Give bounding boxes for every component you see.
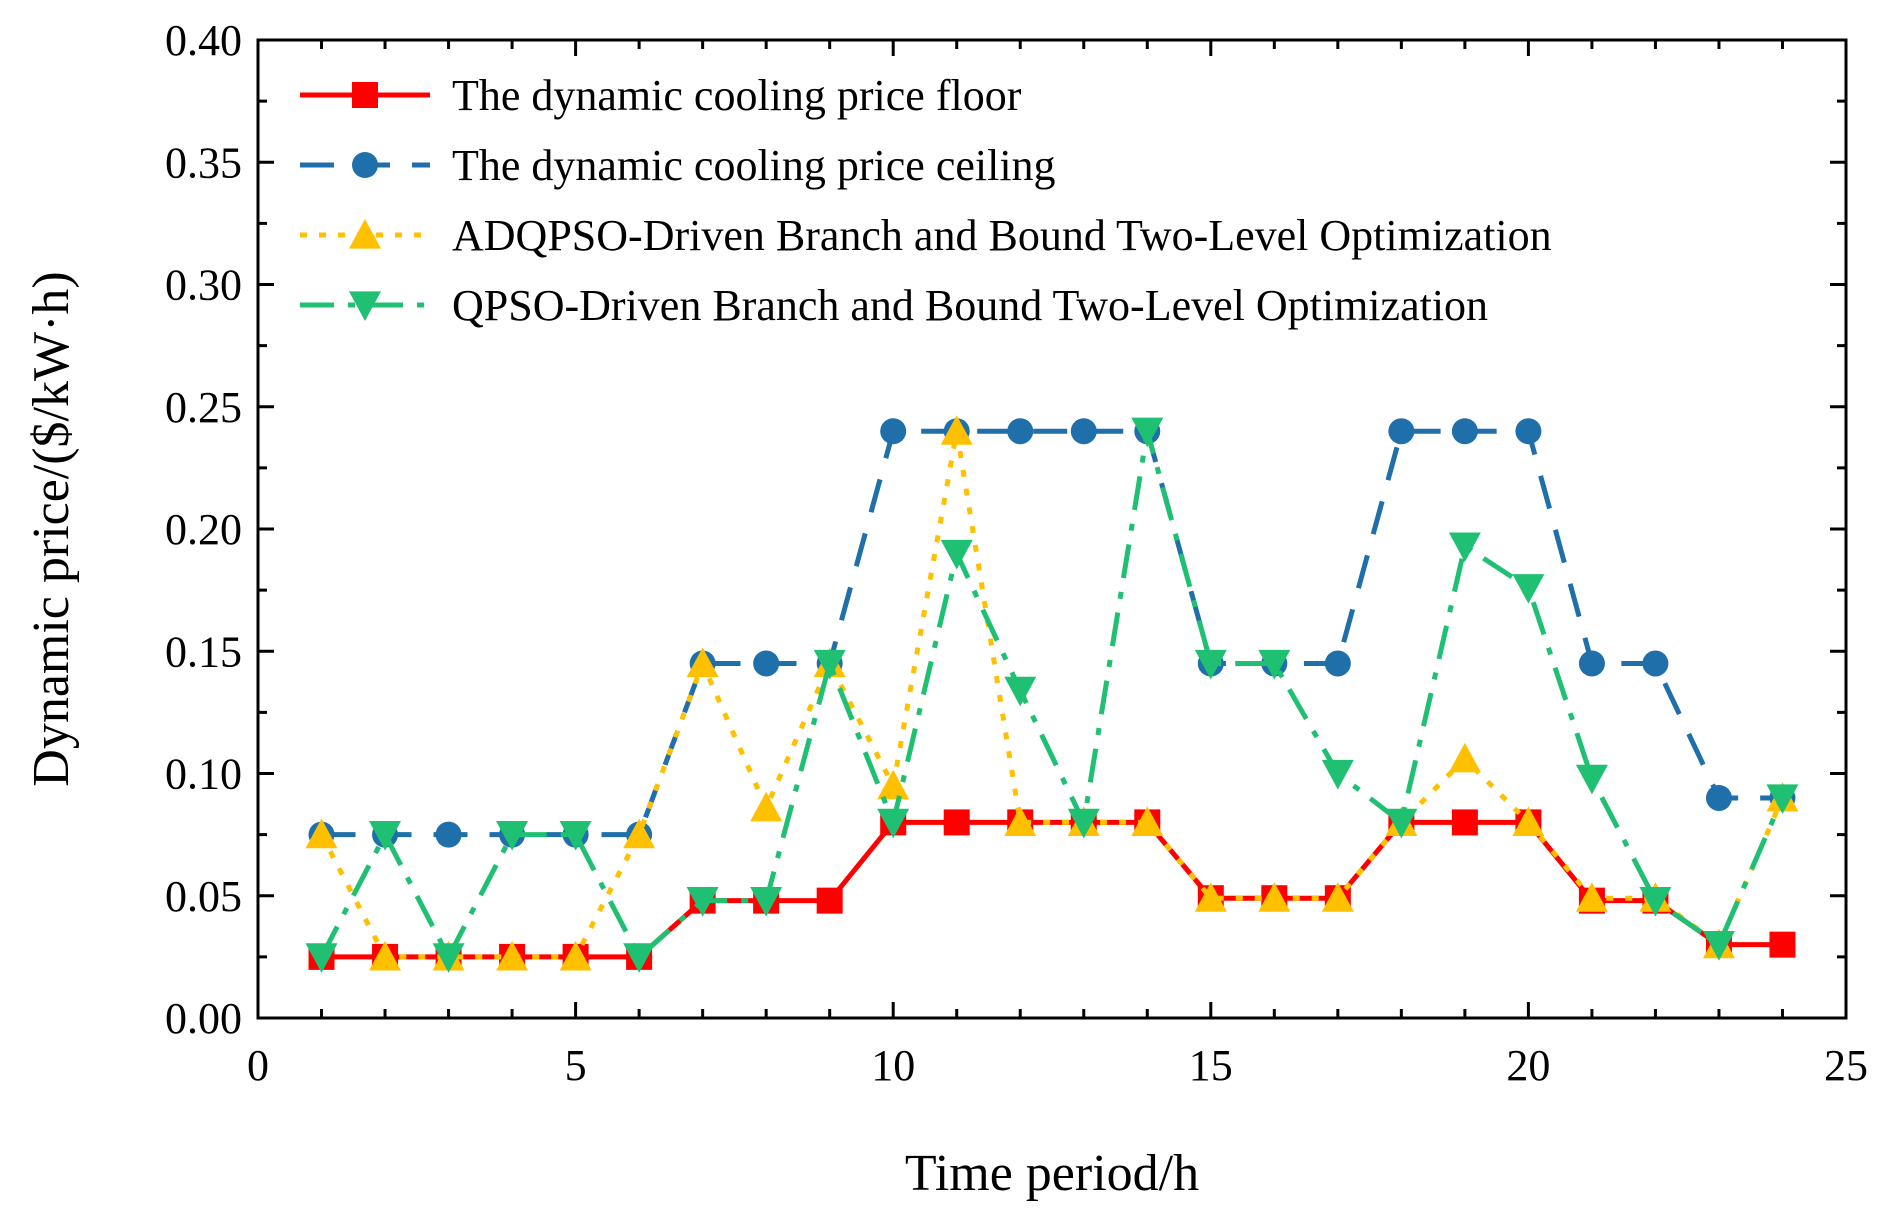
data-point <box>496 821 529 851</box>
y-tick-label: 0.25 <box>165 383 242 432</box>
data-point <box>432 943 465 973</box>
legend-swatch-marker <box>352 152 378 178</box>
data-point <box>1642 650 1669 677</box>
data-point <box>1705 784 1732 811</box>
legend: The dynamic cooling price floor The dynam… <box>300 71 1552 330</box>
data-point <box>305 818 338 849</box>
data-point <box>1070 418 1097 445</box>
data-point <box>1388 418 1415 445</box>
data-point <box>623 818 656 849</box>
x-tick-label: 5 <box>565 1041 587 1090</box>
data-point <box>1067 808 1100 839</box>
data-point <box>1766 784 1799 814</box>
data-point <box>1515 418 1542 445</box>
legend-item: The dynamic cooling price ceiling <box>300 141 1056 190</box>
data-point <box>753 650 780 677</box>
data-point <box>813 649 846 680</box>
y-tick-label: 0.20 <box>165 505 242 554</box>
series-3 <box>305 415 1799 971</box>
data-point <box>750 791 783 822</box>
data-point <box>1639 887 1672 917</box>
data-point <box>559 821 592 851</box>
data-point <box>559 940 592 971</box>
series-line <box>321 819 1783 960</box>
data-point <box>1131 417 1164 448</box>
legend-label: ADQPSO-Driven Branch and Bound Two-Level… <box>452 211 1552 260</box>
y-tick-label: 0.35 <box>165 138 242 187</box>
series-line <box>319 428 1785 960</box>
series-line <box>321 428 1783 838</box>
x-tick-label: 10 <box>871 1041 915 1090</box>
y-tick-label: 0.05 <box>165 872 242 921</box>
data-point <box>1324 650 1351 677</box>
legend-item: The dynamic cooling price floor <box>300 71 1022 120</box>
data-point <box>940 539 973 570</box>
data-point <box>1448 742 1481 773</box>
data-point <box>940 415 973 445</box>
data-point <box>1258 649 1291 680</box>
data-point <box>1578 650 1605 677</box>
data-point <box>880 418 907 445</box>
data-point <box>1451 809 1478 836</box>
data-point <box>435 821 462 848</box>
series-group <box>305 415 1799 973</box>
data-point <box>686 647 719 678</box>
data-point <box>1448 532 1481 563</box>
x-tick-label: 20 <box>1506 1041 1550 1090</box>
data-point <box>369 821 402 851</box>
y-tick-label: 0.40 <box>165 16 242 65</box>
data-point <box>1702 931 1735 961</box>
y-tick-label: 0.30 <box>165 261 242 310</box>
data-point <box>1194 649 1227 680</box>
data-point <box>1512 806 1545 836</box>
x-tick-label: 25 <box>1824 1041 1868 1090</box>
data-point <box>1575 764 1608 795</box>
data-point <box>1451 418 1478 445</box>
data-point <box>369 940 402 971</box>
y-axis-title: Dynamic price/($/kW·h) <box>23 271 80 786</box>
data-point <box>816 887 843 914</box>
data-point <box>943 809 970 836</box>
data-point <box>1194 882 1227 912</box>
x-tick-label: 15 <box>1189 1041 1233 1090</box>
y-tick-label: 0.10 <box>165 750 242 799</box>
data-point <box>877 808 910 839</box>
x-tick-label: 0 <box>247 1041 269 1090</box>
legend-item: ADQPSO-Driven Branch and Bound Two-Level… <box>300 211 1552 260</box>
y-tick-label: 0.00 <box>165 994 242 1043</box>
data-point <box>877 769 910 800</box>
data-point <box>1131 806 1164 836</box>
data-point <box>1321 882 1354 912</box>
legend-swatch-marker <box>349 291 381 321</box>
data-point <box>1007 418 1034 445</box>
data-point <box>1769 931 1796 958</box>
series-2 <box>308 418 1796 848</box>
legend-swatch-marker <box>352 82 378 108</box>
data-point <box>1321 759 1354 790</box>
data-point <box>750 887 783 917</box>
x-axis-title: Time period/h <box>905 1145 1199 1202</box>
data-point <box>1004 806 1037 836</box>
y-tick-label: 0.15 <box>165 627 242 676</box>
legend-item: QPSO-Driven Branch and Bound Two-Level O… <box>300 281 1488 330</box>
series-4 <box>305 417 1799 973</box>
legend-swatch-marker <box>349 219 381 249</box>
legend-label: The dynamic cooling price floor <box>452 71 1022 120</box>
legend-label: QPSO-Driven Branch and Bound Two-Level O… <box>452 281 1488 330</box>
data-point <box>623 943 656 973</box>
data-point <box>1512 574 1545 604</box>
axes: 0 5 10 15 20 25 0.00 0.05 0.10 0.15 0.20 0.25 0.30 0.… <box>165 16 1868 1090</box>
data-point <box>1004 676 1037 707</box>
data-point <box>305 943 338 973</box>
data-point <box>496 940 529 971</box>
data-point <box>1258 882 1291 912</box>
data-point <box>1575 882 1608 912</box>
legend-label: The dynamic cooling price ceiling <box>452 141 1056 190</box>
data-point <box>686 887 719 917</box>
data-point <box>1385 808 1418 839</box>
